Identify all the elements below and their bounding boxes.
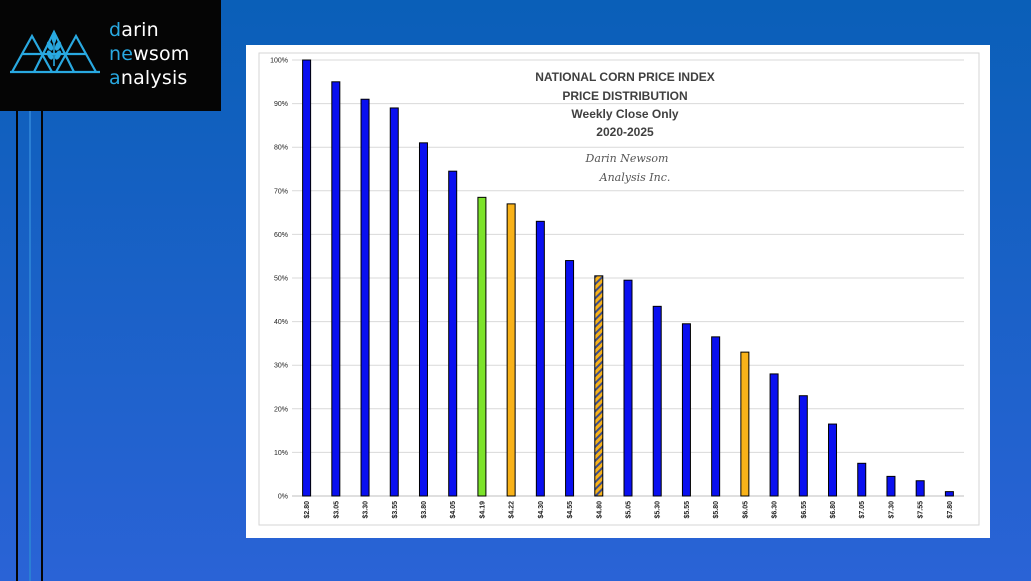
- bar: [448, 170, 458, 497]
- chart-title-line-4: 2020-2025: [596, 125, 654, 139]
- bar: [828, 423, 838, 497]
- bar: [331, 81, 341, 497]
- x-tick-label: $5.55: [684, 501, 691, 519]
- x-tick-label: $7.05: [859, 501, 866, 519]
- plot-frame: [258, 52, 980, 526]
- bar: [652, 305, 662, 497]
- x-tick-label: $7.80: [947, 501, 954, 519]
- bar: [418, 142, 428, 497]
- chart-title-line-3: Weekly Close Only: [571, 107, 678, 121]
- decor-line-2: [29, 111, 31, 581]
- x-tick-label: $4.05: [450, 501, 457, 519]
- logo-line-1: darin: [109, 19, 159, 41]
- x-tick-label: $7.55: [918, 501, 925, 519]
- x-tick-label: $6.30: [772, 501, 779, 519]
- bar: [944, 491, 954, 497]
- bar: [886, 475, 896, 497]
- chart-signature-line-2: Analysis Inc.: [599, 171, 671, 184]
- bar: [798, 395, 808, 497]
- bar: [769, 373, 779, 497]
- x-tick-label: $4.22: [509, 501, 516, 519]
- x-tick-label: $7.30: [888, 501, 895, 519]
- bar: [857, 462, 867, 497]
- logo-line-2: newsom: [109, 43, 190, 65]
- x-tick-label: $2.80: [304, 501, 311, 519]
- x-tick-label: $3.30: [363, 501, 370, 519]
- bar: [565, 260, 575, 497]
- bar: [740, 351, 750, 497]
- bar: [535, 220, 545, 497]
- x-tick-label: $4.19: [479, 501, 486, 519]
- y-tick-label: 50%: [274, 276, 288, 283]
- x-tick-label: $6.80: [830, 501, 837, 519]
- x-tick-label: $3.05: [333, 501, 340, 519]
- bar: [681, 323, 691, 497]
- bar: [711, 336, 721, 497]
- chart-card: 0% 10% 20% 30% 40% 50% 60% 70% 80% 90% 100% $2.80 $…: [246, 45, 990, 538]
- bar: [623, 279, 633, 497]
- x-tick-label: $5.80: [713, 501, 720, 519]
- x-tick-label: $6.05: [742, 501, 749, 519]
- bar: [594, 275, 604, 497]
- bar: [506, 203, 516, 497]
- bar: [389, 107, 399, 497]
- y-tick-label: 80%: [274, 145, 288, 152]
- x-tick-label: $3.55: [392, 501, 399, 519]
- price-distribution-chart: 0% 10% 20% 30% 40% 50% 60% 70% 80% 90% 100% $2.80 $…: [258, 52, 980, 526]
- x-tick-label: $5.30: [655, 501, 662, 519]
- y-tick-label: 0%: [278, 494, 288, 501]
- bar: [915, 480, 925, 497]
- y-tick-label: 40%: [274, 319, 288, 326]
- y-tick-label: 100%: [270, 58, 288, 65]
- x-tick-label: $5.05: [626, 501, 633, 519]
- decor-line-1: [16, 111, 18, 581]
- bar: [302, 59, 312, 497]
- x-tick-label: $4.30: [538, 501, 545, 519]
- chart-title-line-1: NATIONAL CORN PRICE INDEX: [535, 70, 715, 84]
- x-tick-label: $4.55: [567, 501, 574, 519]
- logo-wordmark: darin newsom analysis: [109, 18, 190, 90]
- decor-line-3: [41, 111, 43, 581]
- x-tick-label: $3.80: [421, 501, 428, 519]
- chart-signature-line-1: Darin Newsom: [585, 152, 669, 165]
- x-tick-label: $4.80: [596, 501, 603, 519]
- mountain-wheat-icon: [10, 29, 100, 74]
- chart-title-line-2: PRICE DISTRIBUTION: [562, 89, 687, 103]
- y-tick-label: 20%: [274, 406, 288, 413]
- y-tick-label: 90%: [274, 101, 288, 108]
- logo-line-3: analysis: [109, 67, 188, 89]
- x-tick-label: $6.55: [801, 501, 808, 519]
- y-tick-label: 30%: [274, 363, 288, 370]
- y-tick-label: 70%: [274, 188, 288, 195]
- bar: [360, 98, 370, 497]
- y-tick-label: 60%: [274, 232, 288, 239]
- y-tick-label: 10%: [274, 450, 288, 457]
- logo-panel: darin newsom analysis: [0, 0, 221, 111]
- bar: [477, 196, 487, 497]
